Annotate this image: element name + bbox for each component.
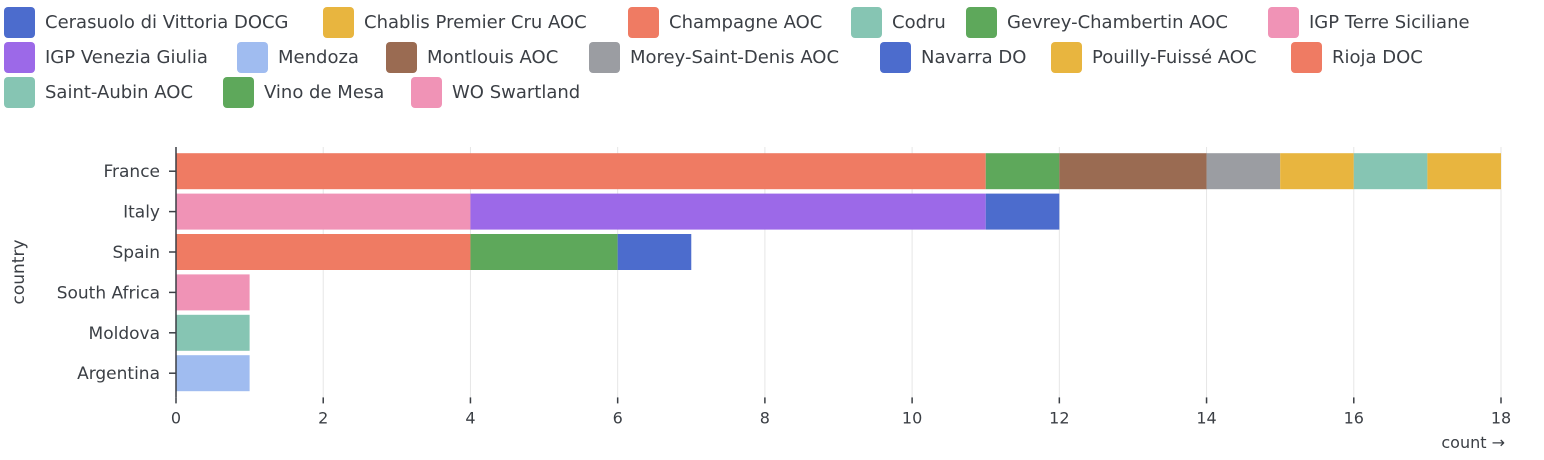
legend-label: Gevrey-Chambertin AOC (1007, 11, 1228, 33)
legend-item-wo-swartland[interactable]: WO Swartland (411, 74, 580, 110)
legend-label: Mendoza (278, 46, 359, 68)
legend-label: Codru (892, 11, 946, 33)
legend-label: Montlouis AOC (427, 46, 559, 68)
y-tick-label: Moldova (89, 324, 160, 344)
bar-argentina-mendoza[interactable] (176, 355, 250, 392)
legend-swatch (223, 76, 254, 108)
bar-italy-cerasuolo-di-vittoria-docg[interactable] (985, 193, 1060, 230)
legend-item-navarra-do[interactable]: Navarra DO (880, 39, 1026, 75)
legend-item-gevrey-chambertin-aoc[interactable]: Gevrey-Chambertin AOC (966, 4, 1228, 40)
legend-label: Rioja DOC (1332, 46, 1423, 68)
legend-label: Vino de Mesa (264, 81, 385, 103)
legend-swatch (323, 6, 354, 38)
legend-label: Morey-Saint-Denis AOC (630, 46, 840, 68)
legend-item-champagne-aoc[interactable]: Champagne AOC (628, 4, 822, 40)
legend-swatch (1268, 6, 1299, 38)
bar-france-pouilly-fuisse-aoc[interactable] (1280, 153, 1354, 190)
legend-label: Chablis Premier Cru AOC (364, 11, 587, 33)
bar-france-morey-saint-denis-aoc[interactable] (1206, 153, 1281, 190)
legend-item-rioja-doc[interactable]: Rioja DOC (1291, 39, 1423, 75)
legend-label: Cerasuolo di Vittoria DOCG (45, 11, 289, 33)
x-tick-label: 0 (171, 408, 181, 427)
bar-france-champagne-aoc[interactable] (176, 153, 986, 190)
bar-france-gevrey-chambertin-aoc[interactable] (985, 153, 1060, 190)
y-tick-label: France (103, 162, 160, 182)
x-tick-label: 12 (1049, 408, 1069, 427)
y-axis-label: country (9, 239, 29, 304)
y-tick-label: South Africa (57, 283, 160, 303)
bar-france-chablis-premier-cru-aoc[interactable] (1427, 153, 1501, 190)
x-tick-label: 18 (1491, 408, 1511, 427)
legend-item-saint-aubin-aoc[interactable]: Saint-Aubin AOC (4, 74, 193, 110)
legend-swatch (966, 6, 997, 38)
legend-item-igp-terre-siciliane[interactable]: IGP Terre Siciliane (1268, 4, 1470, 40)
legend-label: Navarra DO (921, 46, 1027, 68)
x-tick-label: 16 (1344, 408, 1364, 427)
legend-swatch (4, 41, 35, 73)
x-tick-label: 6 (613, 408, 623, 427)
legend-item-igp-venezia-giulia[interactable]: IGP Venezia Giulia (4, 39, 208, 75)
bar-spain-rioja-doc[interactable] (176, 234, 471, 270)
legend-item-montlouis-aoc[interactable]: Montlouis AOC (386, 39, 558, 75)
x-axis-label: count → (1441, 433, 1505, 452)
legend-item-morey-saint-denis-aoc[interactable]: Morey-Saint-Denis AOC (589, 39, 839, 75)
legend-item-cerasuolo-di-vittoria-docg[interactable]: Cerasuolo di Vittoria DOCG (4, 4, 289, 40)
legend-item-vino-de-mesa[interactable]: Vino de Mesa (223, 74, 384, 110)
legend-label: Champagne AOC (669, 11, 823, 33)
legend-swatch (4, 76, 35, 108)
legend-swatch (851, 6, 882, 38)
bar-south-africa-wo-swartland[interactable] (176, 274, 250, 311)
x-tick-label: 4 (465, 408, 475, 427)
y-tick-label: Argentina (77, 364, 160, 384)
legend-item-chablis-premier-cru-aoc[interactable]: Chablis Premier Cru AOC (323, 4, 587, 40)
bar-spain-vino-de-mesa[interactable] (470, 234, 618, 270)
x-tick-label: 8 (760, 408, 770, 427)
legend-swatch (1291, 41, 1322, 73)
bar-italy-igp-terre-siciliane[interactable] (176, 193, 471, 230)
bar-spain-navarra-do[interactable] (617, 234, 692, 270)
x-tick-label: 14 (1196, 408, 1216, 427)
y-tick-label: Italy (123, 203, 160, 223)
legend-item-pouilly-fuisse-aoc[interactable]: Pouilly-Fuissé AOC (1051, 39, 1257, 75)
legend-label: Saint-Aubin AOC (45, 81, 194, 103)
legend-swatch (628, 6, 659, 38)
legend-item-codru[interactable]: Codru (851, 4, 946, 40)
legend-label: IGP Terre Siciliane (1309, 11, 1470, 33)
legend-swatch (411, 76, 442, 108)
bar-moldova-codru[interactable] (176, 314, 250, 351)
x-tick-label: 2 (318, 408, 328, 427)
legend-swatch (237, 41, 268, 73)
legend-label: WO Swartland (452, 81, 581, 103)
legend-item-mendoza[interactable]: Mendoza (237, 39, 359, 75)
legend-label: IGP Venezia Giulia (45, 46, 208, 68)
legend-swatch (880, 41, 911, 73)
legend-swatch (589, 41, 620, 73)
y-tick-label: Spain (113, 243, 161, 263)
bar-france-montlouis-aoc[interactable] (1059, 153, 1207, 190)
axes: 0 2 4 6 8 10 12 14 16 18 France Italy Spain South Afr… (57, 147, 1511, 427)
bars (176, 153, 1501, 392)
legend-swatch (1051, 41, 1082, 73)
bar-italy-igp-venezia-giulia[interactable] (470, 193, 986, 230)
legend-swatch (4, 6, 35, 38)
legend-label: Pouilly-Fuissé AOC (1092, 46, 1257, 68)
bar-france-saint-aubin-aoc[interactable] (1353, 153, 1428, 190)
x-tick-label: 10 (902, 408, 922, 427)
legend-swatch (386, 41, 417, 73)
